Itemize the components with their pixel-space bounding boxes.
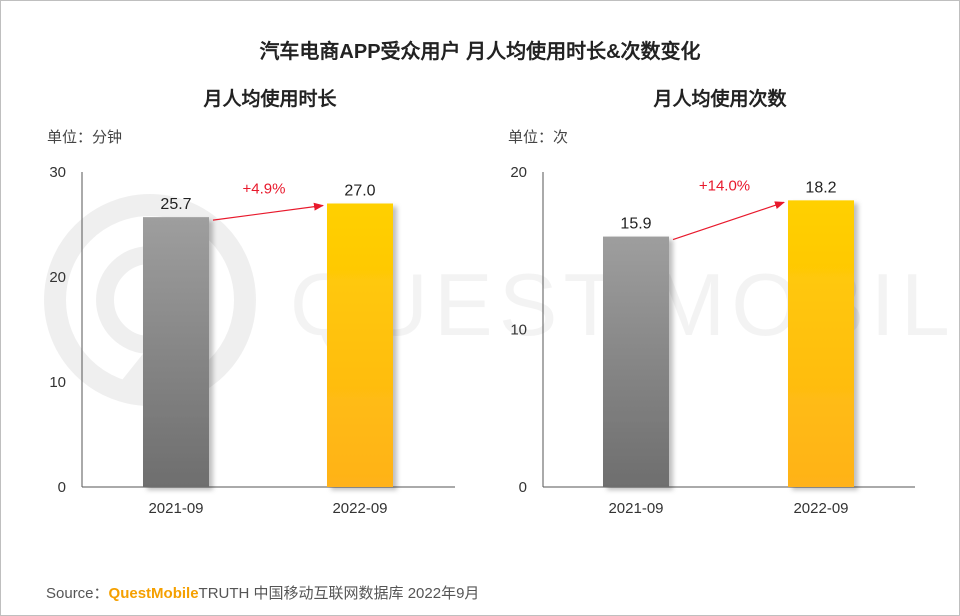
left-y-tick-label: 20: [49, 269, 66, 286]
left-bar-2022-09: [327, 203, 393, 487]
footer-source: Source：QuestMobileTRUTH 中国移动互联网数据库 2022年…: [46, 582, 479, 603]
right-y-tick-label: 20: [510, 164, 527, 181]
right-x-tick-label: 2021-09: [608, 500, 663, 517]
left-value-label: 25.7: [160, 196, 191, 213]
footer-source-label: Source：: [46, 585, 109, 602]
left-chart-title: 月人均使用时长: [203, 89, 337, 110]
left-unit-label: 单位：分钟: [47, 129, 123, 146]
right-value-label: 18.2: [805, 179, 836, 196]
left-x-tick-label: 2022-09: [332, 500, 387, 517]
right-y-tick-label: 10: [510, 322, 527, 339]
left-growth-label: +4.9%: [243, 181, 286, 198]
left-value-label: 27.0: [344, 183, 375, 200]
left-y-tick-label: 30: [49, 164, 66, 181]
right-value-label: 15.9: [620, 216, 651, 233]
footer-brand: QuestMobile: [108, 585, 199, 602]
right-growth-arrow: [672, 201, 785, 241]
right-unit-label: 单位：次: [508, 129, 569, 146]
main-title: 汽车电商APP受众用户 月人均使用时长&次数变化: [259, 41, 701, 63]
right-chart-title: 月人均使用次数: [653, 89, 787, 110]
footer-source-rest: TRUTH 中国移动互联网数据库 2022年9月: [198, 585, 480, 602]
left-growth-arrow: [212, 202, 324, 221]
left-y-tick-label: 0: [58, 479, 66, 496]
right-growth-label: +14.0%: [699, 177, 750, 194]
right-y-tick-label: 0: [519, 479, 527, 496]
right-bar-2022-09: [788, 200, 854, 487]
left-bar-2021-09: [143, 217, 209, 487]
left-y-tick-label: 10: [49, 374, 66, 391]
left-x-tick-label: 2021-09: [148, 500, 203, 517]
right-x-tick-label: 2022-09: [793, 500, 848, 517]
right-bar-2021-09: [603, 236, 669, 487]
